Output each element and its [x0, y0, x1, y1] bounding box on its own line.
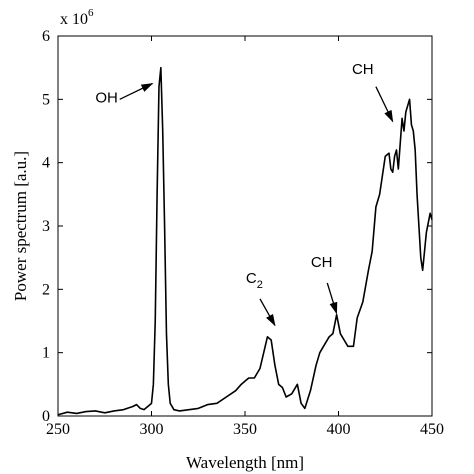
- annotation-arrow: [119, 82, 154, 100]
- y-tick-label: 6: [42, 28, 50, 45]
- annotation-arrow: [259, 298, 276, 327]
- y-tick-label: 5: [42, 91, 50, 108]
- spectrum-line: [57, 66, 433, 416]
- annotation-layer: OH CH C2 CH: [95, 61, 394, 327]
- y-tick-label: 3: [42, 218, 50, 235]
- annotation-label: OH: [95, 90, 118, 107]
- series-layer: [57, 66, 433, 416]
- y-multiplier-exponent: 6: [88, 7, 94, 19]
- annotation-label: CH: [311, 254, 333, 271]
- annotation-arrow: [326, 282, 338, 315]
- x-tick-label: 400: [327, 421, 351, 438]
- annotation-label: C2: [246, 270, 263, 291]
- y-multiplier-label: x 106: [60, 7, 94, 28]
- x-tick-label: 250: [46, 421, 70, 438]
- x-tick-label: 300: [140, 421, 164, 438]
- annotation-arrow: [375, 86, 394, 123]
- x-tick-label: 450: [420, 421, 444, 438]
- annotation: CH: [311, 254, 338, 315]
- y-axis-title: Power spectrum [a.u.]: [11, 151, 30, 301]
- annotation-label: CH: [352, 61, 374, 78]
- annotation: OH: [95, 82, 154, 107]
- y-tick-label: 0: [42, 408, 50, 425]
- y-tick-label: 2: [42, 281, 50, 298]
- y-multiplier-base: x 10: [60, 11, 88, 28]
- y-axis-ticks: 0 1 2 3 4 5 6: [42, 28, 432, 425]
- x-axis-ticks: 250 300 350 400 450: [46, 36, 444, 438]
- y-tick-label: 4: [42, 155, 50, 172]
- annotation: C2: [246, 270, 276, 327]
- y-tick-label: 1: [42, 345, 50, 362]
- x-axis-title: Wavelength [nm]: [186, 453, 304, 472]
- annotation: CH: [352, 61, 394, 123]
- x-tick-label: 350: [233, 421, 257, 438]
